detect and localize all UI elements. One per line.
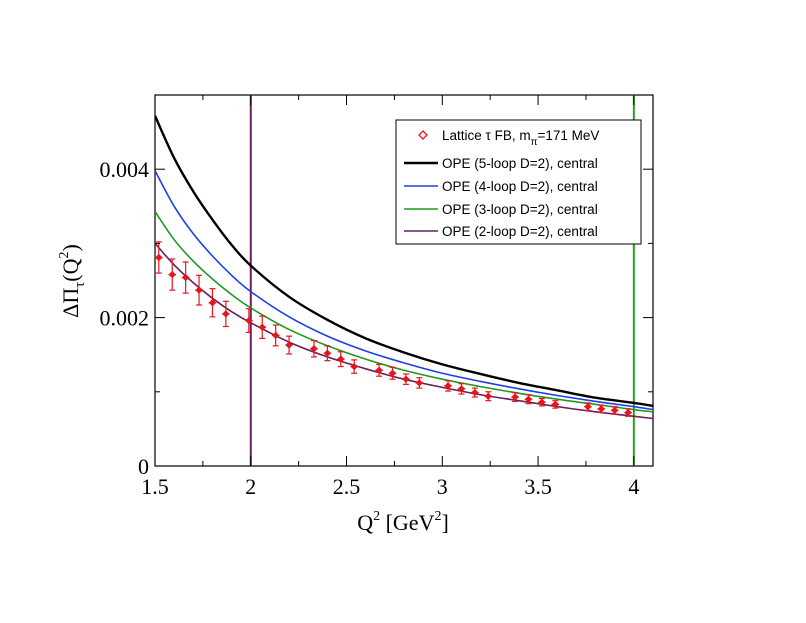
legend-label-4loop: OPE (4-loop D=2), central bbox=[442, 179, 598, 194]
data-point-19 bbox=[457, 383, 466, 395]
data-point-17 bbox=[415, 377, 424, 389]
series-line-0 bbox=[155, 115, 653, 408]
data-point-6 bbox=[245, 308, 253, 334]
y-axis-label-sub: τ bbox=[72, 282, 88, 288]
data-point-20 bbox=[471, 387, 479, 398]
x-tick-label: 2 bbox=[245, 474, 256, 499]
series-line-2 bbox=[155, 211, 653, 413]
data-point-18 bbox=[444, 380, 452, 392]
data-point-21 bbox=[484, 391, 493, 402]
data-point-10 bbox=[310, 340, 318, 358]
x-tick-label: 3 bbox=[437, 474, 448, 499]
legend-marker-lattice bbox=[418, 130, 428, 140]
y-tick-label: 0.004 bbox=[100, 157, 150, 182]
y-axis-label: ΔΠτ(Q2) bbox=[57, 244, 88, 318]
y-axis-label-close: ) bbox=[58, 244, 83, 251]
data-point-7 bbox=[258, 315, 267, 339]
data-point-15 bbox=[388, 366, 397, 380]
x-tick-label: 4 bbox=[628, 474, 639, 499]
data-point-2 bbox=[181, 261, 190, 294]
x-axis-label: Q2 [GeV2] bbox=[357, 509, 449, 535]
legend-box bbox=[395, 119, 642, 245]
x-tick-label: 2.5 bbox=[333, 474, 361, 499]
data-point-1 bbox=[168, 258, 177, 291]
plot-frame bbox=[154, 94, 654, 467]
data-point-12 bbox=[336, 351, 345, 368]
data-point-9 bbox=[285, 335, 293, 355]
data-point-22 bbox=[511, 391, 519, 403]
legend-label-lattice: Lattice τ FB, mπ=171 MeV bbox=[442, 128, 599, 148]
y-axis-label-base: ΔΠ bbox=[58, 288, 83, 318]
x-axis-label-unit-sup: 2 bbox=[434, 509, 441, 524]
data-point-29 bbox=[624, 408, 632, 417]
data-point-8 bbox=[271, 324, 280, 347]
data-point-11 bbox=[323, 345, 332, 362]
legend-label-2loop: OPE (2-loop D=2), central bbox=[442, 224, 598, 239]
x-tick-label: 1.5 bbox=[141, 474, 169, 499]
data-point-0 bbox=[155, 241, 163, 274]
series-line-3 bbox=[155, 242, 653, 420]
x-axis-label-base: Q bbox=[357, 510, 373, 535]
y-tick-label: 0.002 bbox=[100, 306, 150, 331]
data-point-4 bbox=[208, 288, 217, 318]
x-tick-label: 3.5 bbox=[524, 474, 552, 499]
data-point-13 bbox=[350, 359, 359, 374]
legend-label-3loop: OPE (3-loop D=2), central bbox=[442, 202, 598, 217]
x-axis-label-unit-close: ] bbox=[441, 510, 448, 535]
data-point-24 bbox=[538, 397, 546, 407]
data-point-26 bbox=[584, 402, 592, 411]
legend-label-5loop: OPE (5-loop D=2), central bbox=[442, 156, 598, 171]
y-axis-label-open: (Q bbox=[58, 258, 83, 281]
series-line-1 bbox=[155, 170, 653, 411]
legend: Lattice τ FB, mπ=171 MeV OPE (5-loop D=2… bbox=[395, 119, 642, 245]
data-point-25 bbox=[551, 400, 560, 409]
x-axis-label-sup: 2 bbox=[373, 509, 380, 524]
data-point-28 bbox=[610, 406, 619, 415]
data-point-23 bbox=[524, 394, 533, 405]
data-point-5 bbox=[222, 300, 230, 328]
x-axis-label-unit-open: [GeV bbox=[380, 510, 434, 535]
y-tick-label: 0 bbox=[138, 454, 149, 479]
data-point-27 bbox=[597, 404, 606, 414]
data-point-3 bbox=[195, 274, 203, 306]
y-axis-label-sup: 2 bbox=[57, 252, 72, 259]
data-point-14 bbox=[375, 363, 383, 377]
data-point-16 bbox=[402, 373, 410, 385]
